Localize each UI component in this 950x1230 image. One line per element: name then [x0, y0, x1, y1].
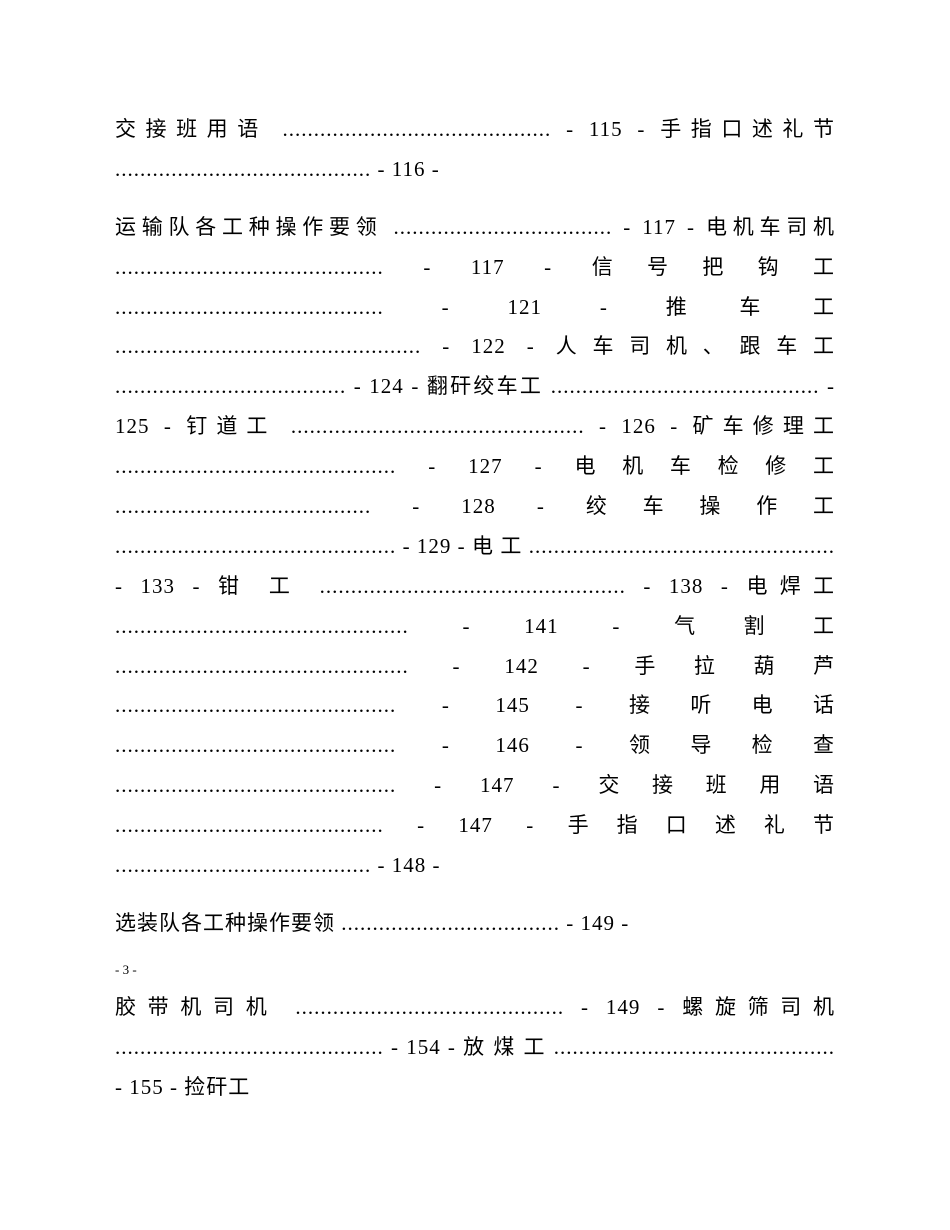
toc-group-text: 选装队各工种操作要领 .............................… [115, 911, 629, 935]
page-number: - 3 - [115, 962, 835, 978]
toc-group-4: 胶带机司机 ..................................… [115, 988, 835, 1108]
toc-group-text: 运输队各工种操作要领 .............................… [115, 215, 835, 877]
toc-group-text: 胶带机司机 ..................................… [115, 995, 835, 1099]
toc-group-2: 运输队各工种操作要领 .............................… [115, 208, 835, 886]
toc-group-text: 交接班用语 ..................................… [115, 117, 835, 181]
toc-group-3: 选装队各工种操作要领 .............................… [115, 904, 835, 944]
toc-group-1: 交接班用语 ..................................… [115, 110, 835, 190]
